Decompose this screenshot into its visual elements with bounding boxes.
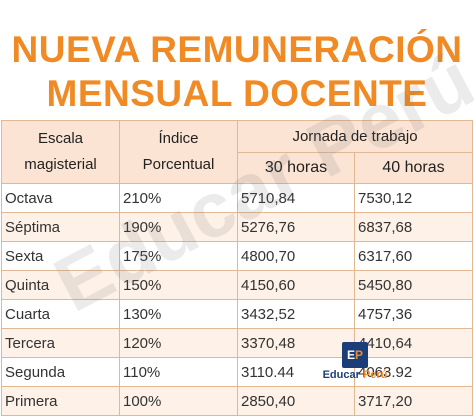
cell-h40: 6837,68 [354, 212, 473, 242]
cell-indice: 190% [119, 212, 238, 242]
cell-h30: 5276,76 [237, 212, 355, 242]
cell-indice: 150% [119, 270, 238, 300]
cell-indice: 120% [119, 328, 238, 358]
cell-h30: 5710,84 [237, 183, 355, 213]
title-line-1: NUEVA REMUNERACIÓN [11, 29, 463, 70]
cell-h30: 2850,40 [237, 386, 355, 416]
cell-escala: Sexta [1, 241, 120, 271]
cell-indice: 100% [119, 386, 238, 416]
table-row: Octava 210% 5710,84 7530,12 [1, 183, 473, 213]
cell-escala: Séptima [1, 212, 120, 242]
cell-escala: Primera [1, 386, 120, 416]
cell-h40: 4757,36 [354, 299, 473, 329]
header-indice: Índice Porcentual [119, 120, 238, 184]
logo-text: Educar Perú [322, 369, 388, 381]
table-row: Sexta 175% 4800,70 6317,60 [1, 241, 473, 271]
cell-h40: 7530,12 [354, 183, 473, 213]
table-row: Cuarta 130% 3432,52 4757,36 [1, 299, 473, 329]
cell-h30: 3432,52 [237, 299, 355, 329]
table-row: Primera 100% 2850,40 3717,20 [1, 386, 473, 416]
cell-indice: 210% [119, 183, 238, 213]
cell-escala: Quinta [1, 270, 120, 300]
header-40-horas: 40 horas [354, 151, 473, 184]
cell-h40: 3717,20 [354, 386, 473, 416]
table-row: Séptima 190% 5276,76 6837,68 [1, 212, 473, 242]
cell-h30: 4800,70 [237, 241, 355, 271]
cell-escala: Cuarta [1, 299, 120, 329]
cell-indice: 110% [119, 357, 238, 387]
table-row: Quinta 150% 4150,60 5450,80 [1, 270, 473, 300]
cell-escala: Tercera [1, 328, 120, 358]
cell-indice: 175% [119, 241, 238, 271]
header-30-horas: 30 horas [237, 151, 355, 184]
table-row: Tercera 120% 3370,48 4410,64 [1, 328, 473, 358]
header-escala: Escala magisterial [1, 120, 120, 184]
cell-escala: Octava [1, 183, 120, 213]
logo-mark-icon: EP [342, 342, 368, 368]
cell-h40: 6317,60 [354, 241, 473, 271]
cell-h40: 5450,80 [354, 270, 473, 300]
remuneracion-table: Escala magisterial Índice Porcentual Jor… [1, 120, 473, 416]
cell-escala: Segunda [1, 357, 120, 387]
cell-indice: 130% [119, 299, 238, 329]
header-jornada: Jornada de trabajo [237, 120, 473, 153]
cell-h40: 4410,64 [354, 328, 473, 358]
educar-peru-logo: EP Educar Perú [300, 342, 410, 384]
cell-h30: 3370,48 [237, 328, 355, 358]
cell-h30: 4150,60 [237, 270, 355, 300]
